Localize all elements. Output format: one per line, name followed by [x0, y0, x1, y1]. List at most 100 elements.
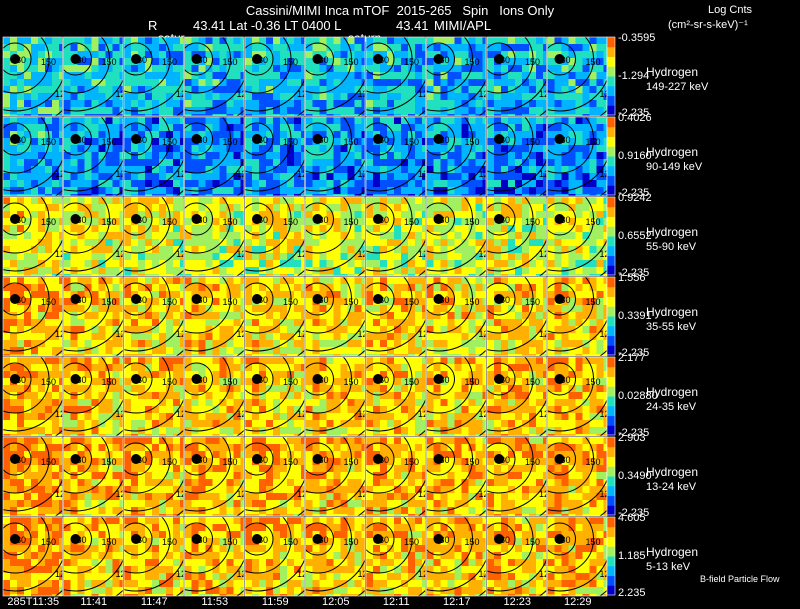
colorbar-segment: [607, 556, 615, 559]
colorbar-segment: [607, 60, 615, 63]
colorbar-segment: [607, 403, 615, 407]
heatmap-cell-r3-c7: 18015012090: [426, 276, 487, 357]
colorbar-max-label: 2.903: [618, 432, 646, 444]
contour-label: 120: [116, 569, 131, 579]
colorbar-segment: [607, 144, 615, 147]
colorbar-segment: [607, 302, 615, 305]
heatmap-cell-r4-c0: 18015012090: [2, 356, 63, 437]
heatmap-cell-r6-c1: 18015012090: [63, 516, 131, 597]
contour-label: 150: [586, 297, 601, 307]
colorbar-segment: [607, 507, 615, 510]
colorbar-segment: [607, 271, 615, 274]
colorbar-6: [606, 516, 616, 596]
contour-label: 150: [223, 57, 238, 67]
colorbar-segment: [607, 183, 615, 186]
heatmap-cell-r6-c4: 18015012090: [244, 516, 305, 597]
colorbar-segment: [607, 417, 615, 420]
colorbar-segment: [607, 222, 615, 225]
colorbar-segment: [607, 177, 615, 180]
colorbar-segment: [607, 294, 615, 297]
colorbar-segment: [607, 56, 615, 59]
heatmap-cell-r2-c1: 18015012090: [63, 196, 124, 277]
colorbar-segment: [607, 337, 615, 340]
colorbar-segment: [607, 130, 615, 134]
colorbar-segment: [607, 157, 615, 161]
contour-label: 180: [374, 295, 389, 305]
contour-label: 120: [539, 169, 554, 179]
contour-label: 120: [237, 569, 252, 579]
colorbar-segment: [607, 433, 615, 436]
colorbar-segment: [607, 150, 615, 153]
contour-label: 180: [314, 295, 329, 305]
colorbar-segment: [607, 559, 615, 563]
colorbar-segment: [607, 394, 615, 397]
contour-label: 120: [297, 249, 312, 259]
colorbar-segment: [607, 105, 615, 108]
contour-label: 180: [495, 535, 510, 545]
colorbar-max-label: 0.4026: [618, 112, 652, 124]
colorbar-segment: [607, 374, 615, 377]
contour-label: 120: [600, 169, 615, 179]
colorbar-segment: [607, 409, 615, 413]
contour-label: 150: [41, 377, 56, 387]
contour-label: 150: [223, 457, 238, 467]
colorbar-segment: [607, 216, 615, 219]
colorbar-segment: [607, 290, 615, 294]
contour-label: 120: [116, 329, 131, 339]
contour-label: 180: [556, 295, 571, 305]
contour-label: 120: [358, 409, 373, 419]
colorbar-segment: [607, 589, 615, 592]
contour-label: 150: [404, 377, 419, 387]
colorbar-segment: [607, 427, 615, 430]
colorbar-segment: [607, 575, 615, 578]
colorbar-segment: [607, 503, 615, 506]
contour-label: 150: [344, 457, 359, 467]
contour-label: 180: [314, 135, 329, 145]
heatmap-cell-r0-c1: 18015012090: [63, 36, 124, 117]
colorbar-0: [606, 36, 616, 116]
heatmap-cell-r5-c6: 18015012090: [365, 436, 426, 517]
colorbar-mid-label: -1.294: [618, 70, 650, 82]
colorbar-segment: [607, 310, 615, 313]
colorbar-segment: [607, 202, 615, 206]
colorbar-segment: [607, 550, 615, 553]
colorbar-segment: [607, 499, 615, 502]
colorbar-segment: [607, 448, 615, 452]
colorbar-segment: [607, 474, 615, 477]
heatmap-cell-r4-c2: 18015012090: [123, 356, 184, 437]
colorbar-segment: [607, 167, 615, 171]
colorbar-segment: [607, 77, 615, 81]
contour-label: 150: [404, 297, 419, 307]
contour-label: 180: [132, 455, 147, 465]
contour-label: 180: [374, 215, 389, 225]
heatmap-cell-r6-c9: 18015012090: [547, 516, 608, 597]
colorbar-segment: [607, 454, 615, 457]
row-energy-label: 24-35 keV: [646, 401, 697, 413]
colorbar-segment: [607, 218, 615, 221]
colorbar-segment: [607, 62, 615, 65]
contour-label: 150: [404, 137, 419, 147]
heatmap-cell-r2-c6: 18015012090: [365, 196, 426, 277]
colorbar-segment: [607, 91, 615, 95]
colorbar-segment: [607, 97, 615, 100]
colorbar-segment: [607, 446, 615, 450]
colorbar-segment: [607, 442, 615, 446]
contour-label: 150: [465, 297, 480, 307]
colorbar-segment: [607, 312, 615, 315]
heatmap-cell-r5-c0: 18015012090: [2, 436, 63, 517]
contour-label: 120: [600, 489, 615, 499]
colorbar-segment: [607, 405, 615, 409]
heatmap-cell-r4-c6: 18015012090: [365, 356, 426, 437]
row-species-label: Hydrogen: [646, 305, 699, 319]
colorbar-segment: [607, 419, 615, 422]
contour-label: 180: [11, 375, 26, 385]
colorbar-segment: [607, 117, 615, 120]
contour-label: 180: [253, 375, 268, 385]
colorbar-segment: [607, 148, 615, 151]
heatmap-cell-r5-c3: 18015012090: [184, 436, 245, 517]
colorbar-segment: [607, 179, 615, 182]
contour-label: 150: [344, 137, 359, 147]
colorbar-segment: [607, 120, 615, 124]
heatmap-cell-r6-c7: 18015012090: [426, 516, 487, 597]
colorbar-segment: [607, 489, 615, 493]
